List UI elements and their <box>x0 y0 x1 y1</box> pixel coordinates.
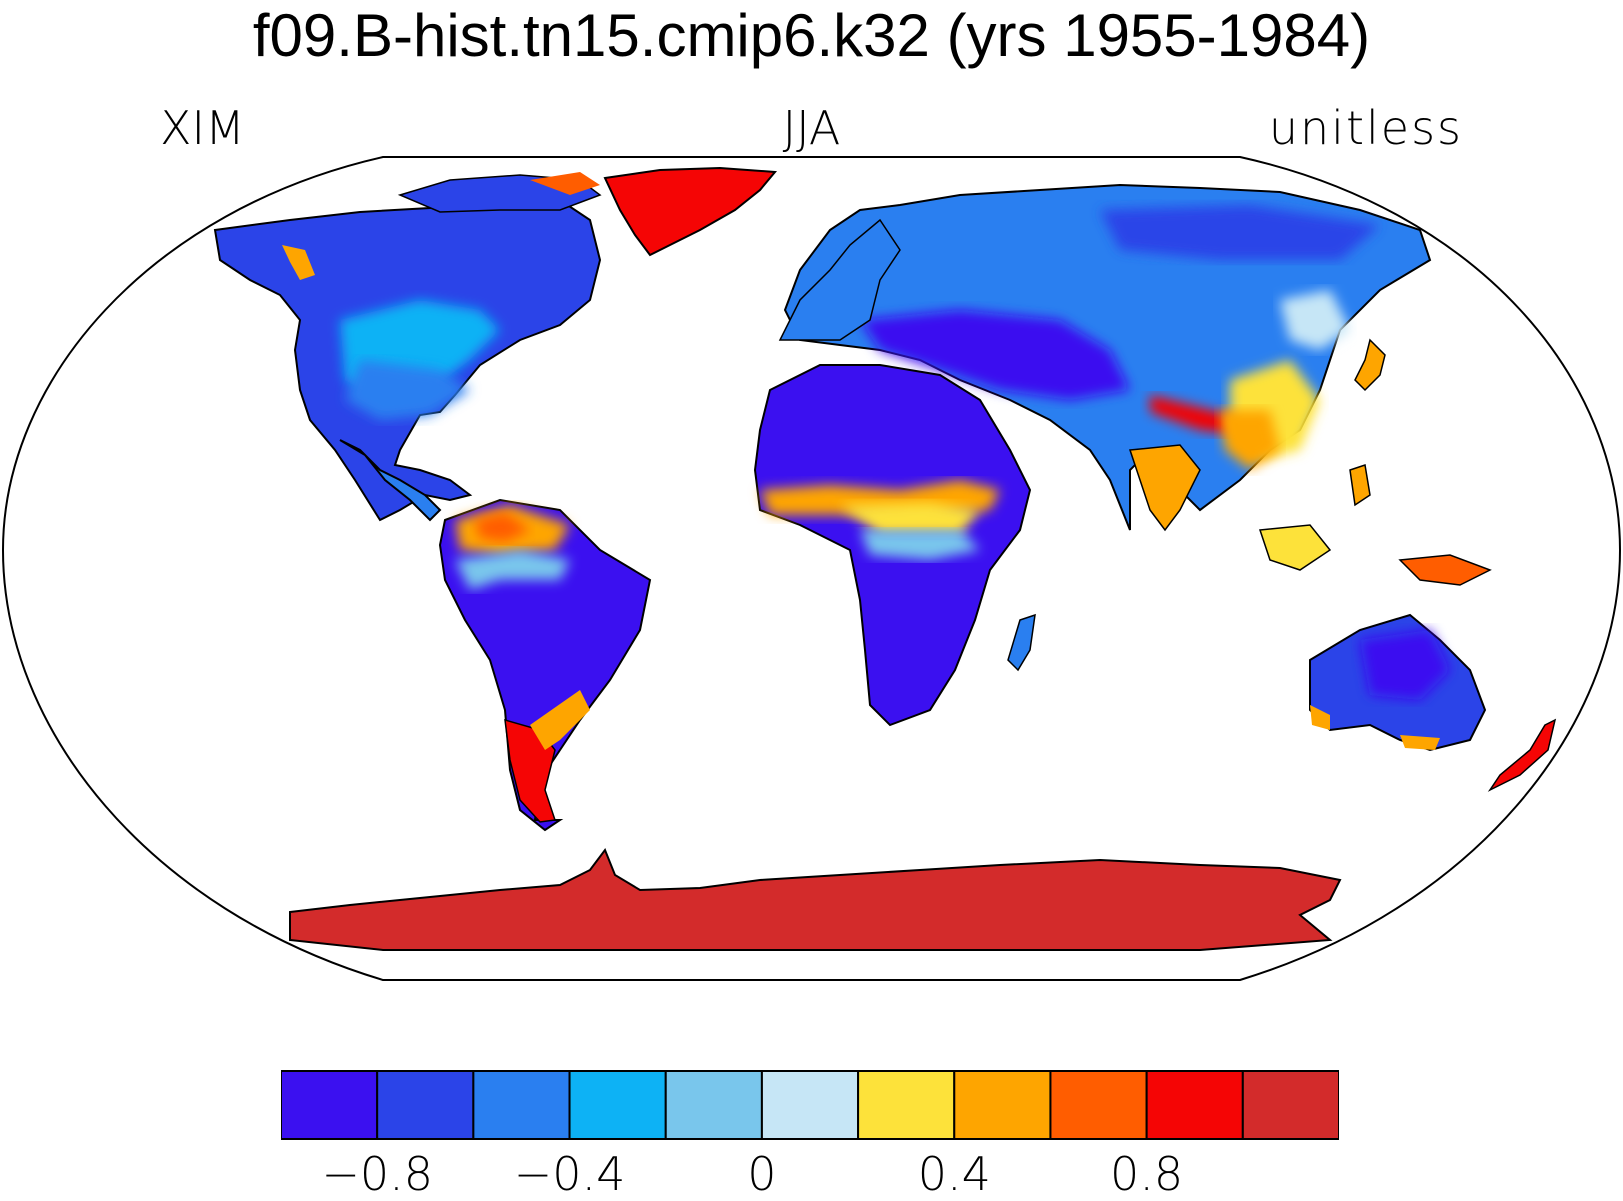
colorbar-swatch <box>1049 1070 1148 1140</box>
units-label: unitless <box>1268 101 1463 155</box>
colorbar-swatch <box>1145 1070 1244 1140</box>
colorbar-swatch <box>568 1070 667 1140</box>
colorbar-swatch <box>857 1070 956 1140</box>
south-america-andes-light <box>455 550 570 590</box>
colorbar-tick-label: −0.8 <box>321 1147 434 1201</box>
colorbar-swatch <box>664 1070 763 1140</box>
indonesia <box>1258 524 1332 571</box>
australia-interior <box>1360 630 1450 700</box>
japan <box>1354 338 1386 392</box>
map-title: f09.B-hist.tn15.cmip6.k32 (yrs 1955-1984… <box>252 2 1371 69</box>
sahel-yellow <box>840 502 980 535</box>
colorbar-swatch <box>760 1070 860 1140</box>
northeast-china-light <box>1280 290 1350 350</box>
europe <box>778 218 901 341</box>
globe-outline <box>1 156 1622 981</box>
central-africa-light <box>860 530 980 560</box>
colorbar-swatch <box>472 1070 571 1140</box>
greenland <box>603 166 778 257</box>
world-map <box>1 156 1622 981</box>
siberia-north <box>1100 205 1380 260</box>
new-zealand <box>1487 718 1557 792</box>
colorbar-tick-label: 0 <box>747 1147 777 1201</box>
arctic-islands-edge <box>530 172 600 195</box>
madagascar <box>1007 613 1036 672</box>
southwest-asia <box>860 310 1130 400</box>
philippines <box>1349 464 1371 507</box>
south-america-north-hot <box>475 512 530 542</box>
colorbar-swatch <box>281 1070 379 1140</box>
east-asia-orange <box>1220 410 1280 470</box>
south-america-south-warm <box>530 690 590 750</box>
new-guinea <box>1398 554 1492 586</box>
colorbar-swatch <box>953 1070 1052 1140</box>
colorbar-swatch <box>376 1070 475 1140</box>
southern-australia-coast <box>1310 705 1440 750</box>
colorbar-tick-label: 0.4 <box>917 1147 991 1201</box>
alaska-coast <box>282 245 315 280</box>
india <box>1128 444 1201 532</box>
colorbar-tick-label: 0.8 <box>1110 1147 1184 1201</box>
antarctica <box>289 847 1342 951</box>
season-label: JJA <box>782 101 841 155</box>
colorbar-tick-label: −0.4 <box>513 1147 626 1201</box>
colorbar-swatch <box>1241 1070 1339 1140</box>
north-america-southeast <box>345 360 470 420</box>
central-america <box>339 439 442 522</box>
colorbar <box>281 1070 1339 1140</box>
variable-label: XIM <box>160 101 245 155</box>
